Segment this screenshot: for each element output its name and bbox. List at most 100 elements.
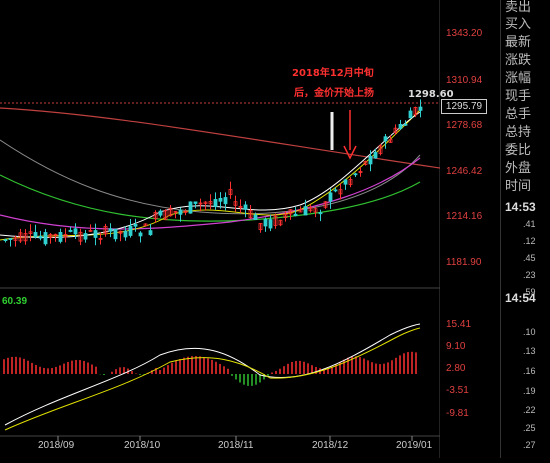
current-price-box: 1295.79 [441,99,487,114]
date-label-nov: 2018/11 [218,440,254,451]
candle-body [128,225,133,236]
candle-body [78,231,83,242]
candle-body [408,110,413,119]
candle-body [183,210,188,213]
candle-body [188,201,193,214]
tick-sec: .19 [523,386,536,396]
candle-body [198,202,203,205]
high-label: 1298.60 [408,89,454,100]
candle-body [278,219,283,226]
side-label-last: 最新 [505,35,532,50]
price-tick: 1310.94 [446,75,483,86]
candle-body [288,209,293,215]
candle-body [88,229,93,232]
candle-body [303,206,308,216]
candle-body [223,197,228,205]
tick-sec: .23 [523,270,536,280]
candle-body [53,233,58,236]
candle-body [133,224,138,227]
candle-body [203,201,208,204]
annotation-arrow-head [343,145,357,160]
candle-body [258,223,263,231]
candle-body [138,232,143,237]
candle-body [63,233,68,238]
macd-tick: 15.41 [446,319,472,330]
candle-body [28,231,33,234]
chart-area[interactable]: 2018年12月中旬 后，金价开始上扬 1298.60 60.39 2018/0… [0,0,454,458]
candle-body [298,209,303,213]
ma-line-purple [0,157,421,230]
price-tick: 1246.42 [446,166,483,177]
candle-body [243,204,248,210]
date-label-oct: 2018/10 [124,440,161,451]
date-label-dec: 2018/12 [312,440,349,451]
candle-body [3,239,8,241]
quote-side-panel: 卖出 买入 最新 涨跌 涨幅 现手 总手 总持 委比 外盘 时间 14:53 .… [500,0,550,458]
ma-line-gray [0,139,421,215]
annotation-line-2: 后，金价开始上扬 [294,88,374,99]
candle-body [353,173,358,176]
macd-dif-line [4,323,421,426]
candle-body [313,208,318,213]
tick-sec: .25 [523,423,536,433]
tick-sec: .12 [523,236,536,246]
candle-body [18,232,23,242]
tick-sec: .16 [523,366,536,376]
macd-dea-line [4,327,421,431]
candle-body [343,179,348,185]
candle-body [393,127,398,133]
candle-body [228,188,233,195]
macd-tick: -9.81 [446,408,469,419]
candle-body [213,199,218,207]
tick-sec: .41 [523,219,536,229]
candle-body [48,233,53,238]
price-axis: 1343.20 1310.94 1278.68 1246.42 1214.16 … [440,0,500,458]
side-label-time: 时间 [505,179,532,194]
candle-body [43,232,48,245]
side-label-change: 涨跌 [505,53,532,68]
candle-body [338,189,343,195]
candle-body [248,209,253,218]
candle-body [263,218,268,227]
time-stamp-2: 14:54 [505,291,536,305]
macd-tick: 2.80 [446,363,466,374]
tick-sec: .13 [523,346,536,356]
candle-body [318,212,323,215]
chart-canvas[interactable] [0,0,441,458]
candle-body [208,201,213,205]
candle-body [8,238,13,241]
candle-body [238,206,243,208]
candle-body [333,189,338,192]
candle-body [143,223,148,227]
candle-body [283,213,288,218]
candle-body [323,201,328,208]
candle-body [308,206,313,212]
side-label-sell: 卖出 [505,0,532,15]
candle-body [218,198,223,202]
candle-body [23,233,28,242]
candle-body [388,139,393,143]
candle-body [383,136,388,142]
side-label-vol: 总手 [505,107,532,122]
candle-body [233,201,238,206]
date-label-sep: 2018/09 [38,440,75,451]
candle-body [358,171,363,173]
side-label-lot: 现手 [505,89,532,104]
candle-body [148,230,153,236]
candle-body [173,210,178,213]
candle-body [178,209,183,215]
candle-body [118,230,123,234]
candle-body [268,219,273,229]
candle-body [38,235,43,239]
tick-sec: .27 [523,440,536,450]
candle-body [193,201,198,204]
candle-body [98,238,103,240]
candle-body [163,210,168,221]
candle-body [33,232,38,238]
candle-body [413,106,418,116]
candle-body [13,237,18,241]
macd-tick: 9.10 [446,341,466,352]
price-tick: 1278.68 [446,120,483,131]
candle-body [328,192,333,202]
side-label-oi: 总持 [505,125,532,140]
